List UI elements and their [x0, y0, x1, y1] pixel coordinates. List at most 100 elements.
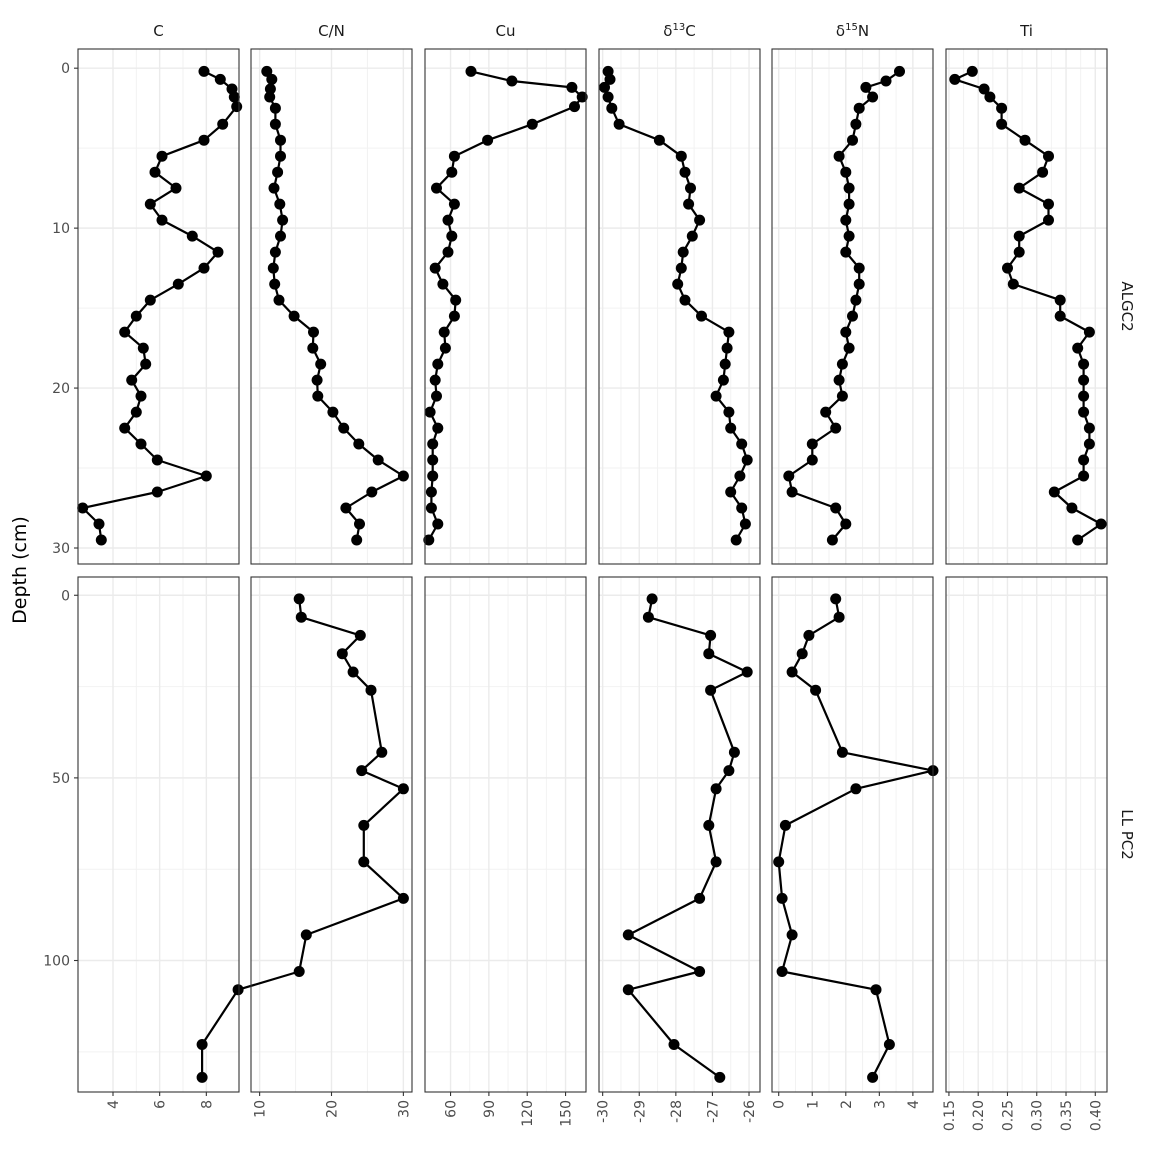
data-point-algc2-cu — [431, 182, 442, 194]
data-point-ll-pc2-c-n — [397, 783, 409, 795]
data-point-algc2-13c — [672, 278, 684, 290]
data-point-algc2-c-n — [327, 406, 339, 418]
data-point-ll-pc2-15n — [833, 611, 845, 623]
x-tick-label: 0.30 — [1030, 1100, 1046, 1131]
data-point-algc2-c — [156, 214, 168, 226]
data-point-algc2-15n — [806, 438, 818, 450]
panel-border — [945, 48, 1108, 565]
panel-border — [945, 576, 1108, 1093]
data-point-algc2-c — [217, 118, 229, 130]
strip-main: Ti — [1019, 22, 1033, 40]
data-point-algc2-c — [126, 374, 138, 386]
data-point-algc2-15n — [840, 518, 852, 530]
data-point-algc2-13c — [741, 454, 753, 466]
data-point-algc2-c — [140, 358, 152, 370]
data-point-algc2-13c — [696, 310, 707, 322]
data-point-algc2-13c — [606, 102, 618, 114]
data-point-algc2-15n — [833, 150, 845, 162]
data-point-algc2-c — [198, 262, 210, 274]
data-point-algc2-13c — [694, 214, 706, 226]
data-point-algc2-c-n — [267, 262, 279, 274]
data-point-algc2-c-n — [274, 198, 286, 210]
data-point-ll-pc2-c-n — [232, 984, 244, 996]
data-point-algc2-ti — [996, 102, 1008, 114]
data-point-ll-pc2-15n — [810, 684, 822, 696]
data-point-algc2-ti — [1078, 406, 1090, 418]
strip-main: N — [858, 22, 869, 40]
data-point-algc2-cu — [438, 326, 450, 338]
data-point-algc2-c-n — [311, 374, 323, 386]
data-point-algc2-ti — [1072, 534, 1084, 546]
panel-algc2-c — [78, 49, 239, 564]
data-point-algc2-15n — [847, 134, 858, 146]
x-tick-label: 90 — [482, 1100, 498, 1118]
data-point-ll-pc2-15n — [850, 783, 862, 795]
data-point-algc2-cu — [446, 230, 458, 242]
panel-algc2-cu — [425, 49, 586, 564]
data-point-algc2-15n — [860, 81, 872, 93]
data-point-algc2-c-n — [273, 294, 285, 306]
data-point-algc2-c-n — [261, 65, 273, 77]
data-point-ll-pc2-15n — [773, 856, 785, 868]
data-point-algc2-c-n — [268, 182, 280, 194]
data-point-algc2-c — [198, 134, 210, 146]
data-point-algc2-c-n — [315, 358, 327, 370]
data-point-algc2-cu — [465, 65, 477, 77]
y-tick-label: 100 — [43, 954, 70, 970]
data-point-algc2-13c — [717, 374, 729, 386]
data-point-algc2-15n — [843, 198, 855, 210]
data-point-ll-pc2-c-n — [365, 684, 377, 696]
data-point-ll-pc2-13c — [622, 984, 634, 996]
data-point-algc2-15n — [850, 118, 862, 130]
x-tick-label: 20 — [325, 1100, 341, 1118]
data-point-algc2-cu — [429, 374, 441, 386]
data-point-algc2-cu — [450, 294, 462, 306]
data-point-algc2-c-n — [354, 518, 365, 530]
data-point-algc2-13c — [599, 81, 610, 93]
data-point-algc2-ti — [949, 73, 961, 85]
data-point-ll-pc2-13c — [728, 746, 740, 758]
data-point-algc2-cu — [566, 81, 578, 93]
x-tick-label: 0.25 — [1000, 1100, 1016, 1131]
data-point-algc2-15n — [850, 294, 862, 306]
data-point-algc2-13c — [653, 134, 665, 146]
panel-algc2-ti — [946, 49, 1107, 564]
data-point-algc2-15n — [830, 422, 842, 434]
data-point-algc2-c — [144, 198, 156, 210]
data-point-algc2-cu — [427, 454, 439, 466]
data-point-algc2-ti — [1072, 342, 1084, 354]
data-point-ll-pc2-15n — [830, 593, 842, 605]
data-point-algc2-c — [135, 438, 147, 450]
data-point-algc2-ti — [984, 91, 996, 103]
y-tick-label: 50 — [52, 771, 70, 787]
column-strip-label-cu: Cu — [496, 22, 516, 40]
data-point-algc2-c-n — [338, 422, 350, 434]
data-point-ll-pc2-13c — [705, 629, 717, 641]
data-point-ll-pc2-13c — [705, 684, 717, 696]
row-strip-label: ALGC2 — [1118, 281, 1136, 331]
strip-prefix: δ — [663, 22, 672, 40]
data-point-ll-pc2-13c — [723, 765, 735, 777]
data-point-algc2-13c — [736, 502, 748, 514]
strip-main: C/N — [318, 22, 345, 40]
data-point-algc2-13c — [675, 150, 687, 162]
data-point-algc2-ti — [1002, 262, 1013, 274]
data-point-algc2-13c — [710, 390, 722, 402]
data-point-algc2-ti — [1054, 294, 1066, 306]
strip-main: C — [153, 22, 163, 40]
data-point-algc2-c — [130, 406, 142, 418]
data-point-ll-pc2-c-n — [397, 892, 409, 904]
data-point-ll-pc2-13c — [646, 593, 658, 605]
strip-superscript: 13 — [672, 22, 685, 33]
data-point-ll-pc2-c-n — [354, 629, 366, 641]
x-tick-label: 0.15 — [942, 1100, 958, 1131]
data-point-algc2-cu — [446, 166, 458, 178]
grid-layer — [78, 49, 1107, 1092]
x-tick-label: 4 — [906, 1100, 922, 1109]
data-point-algc2-cu — [448, 150, 460, 162]
data-point-algc2-ti — [1013, 230, 1025, 242]
x-tick-label: -30 — [596, 1100, 612, 1123]
x-tick-label: -29 — [632, 1100, 648, 1123]
